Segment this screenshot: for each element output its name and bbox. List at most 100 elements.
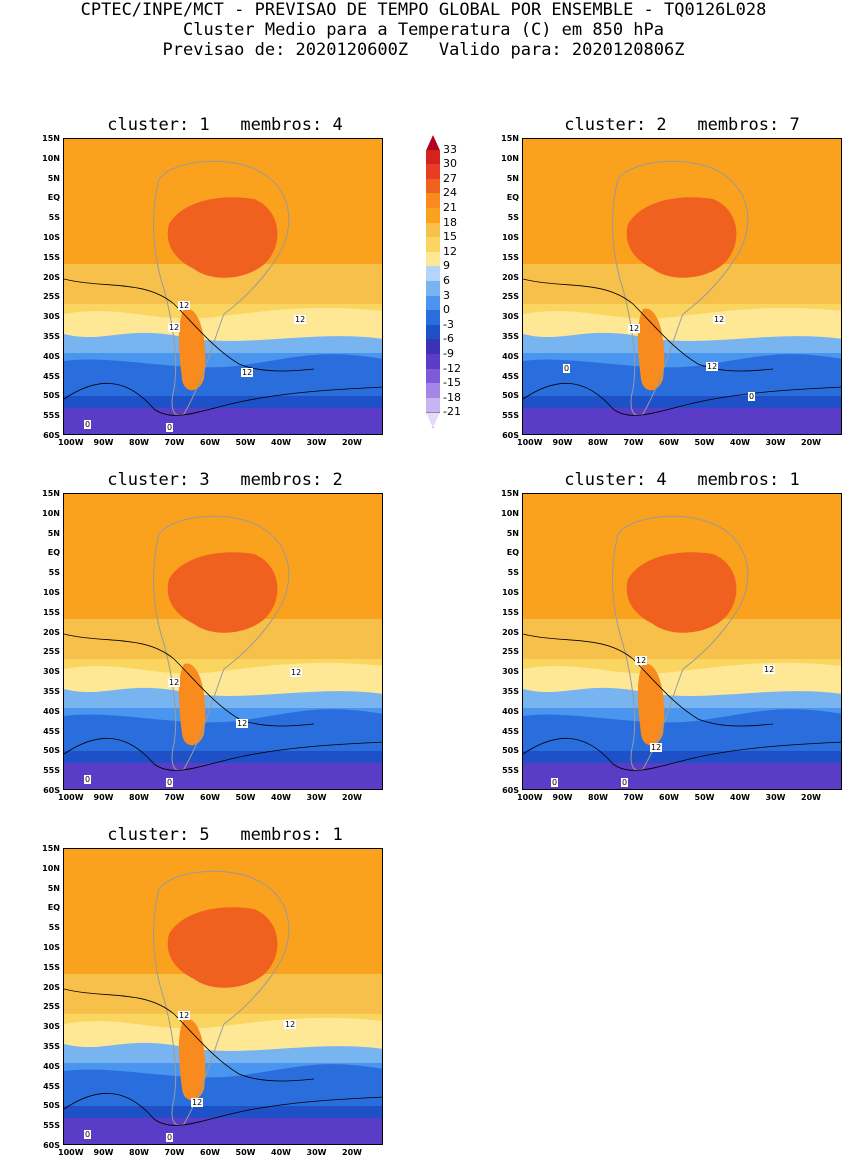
contour-label: 12 xyxy=(241,368,254,377)
colorbar-label: -6 xyxy=(443,332,454,346)
lat-label: 15S xyxy=(502,252,519,262)
panel-title-1: cluster: 1 membros: 4 xyxy=(107,115,343,135)
colorbar-label: 3 xyxy=(443,288,450,302)
lat-label: 35S xyxy=(502,332,519,341)
lat-label: 40S xyxy=(502,706,519,716)
lon-label: 50W xyxy=(235,1148,256,1157)
lat-label: 50S xyxy=(43,746,60,756)
contour-line-0 xyxy=(64,382,382,416)
lat-label: 10S xyxy=(502,233,519,242)
lat-label: 20S xyxy=(43,627,60,637)
contour-label: 0 xyxy=(166,423,174,432)
temperature-field-4 xyxy=(523,494,841,789)
temp-band xyxy=(523,307,841,341)
lat-label: 25S xyxy=(502,647,519,657)
colorbar-swatch xyxy=(426,149,440,166)
panel-title-3: cluster: 3 membros: 2 xyxy=(107,470,343,490)
lat-label: 15N xyxy=(501,489,519,498)
warm-tongue xyxy=(178,1018,206,1101)
lon-label: 70W xyxy=(623,438,644,447)
warm-core xyxy=(167,552,278,633)
colorbar-swatch xyxy=(426,178,440,195)
colorbar-label: 21 xyxy=(443,201,457,214)
lat-label: 5S xyxy=(507,568,519,578)
lat-label: 40S xyxy=(43,351,60,361)
colorbar-swatch xyxy=(426,354,440,370)
panel-title-4: cluster: 4 membros: 1 xyxy=(564,470,800,490)
lon-label: 100W xyxy=(58,438,84,447)
contour-label: 0 xyxy=(84,775,92,784)
lat-label: 15N xyxy=(42,844,60,853)
contour-label: 12 xyxy=(628,324,641,333)
contour-label: 12 xyxy=(706,362,719,371)
colorbar-label: 6 xyxy=(443,274,450,287)
lat-label: 45S xyxy=(502,726,519,736)
lon-label: 20W xyxy=(342,438,362,447)
lat-label: 45S xyxy=(43,371,60,381)
lat-label: 15N xyxy=(42,489,60,498)
lat-label: 25S xyxy=(502,292,519,302)
contour-line-12 xyxy=(64,278,315,372)
lat-label: 55S xyxy=(43,411,60,421)
colorbar-label: 24 xyxy=(443,186,457,200)
contour-line-12 xyxy=(64,633,315,727)
warm-tongue xyxy=(178,308,206,391)
colorbar-label: 27 xyxy=(443,171,457,185)
lon-label: 80W xyxy=(588,793,608,802)
coastline xyxy=(153,160,290,416)
lat-label: 35S xyxy=(43,332,60,341)
colorbar-label: -18 xyxy=(443,390,461,404)
temp-band xyxy=(523,709,841,743)
map-panel-2: 12 12 12 0 0 xyxy=(522,138,842,435)
temp-band xyxy=(64,709,382,743)
lat-label: 55S xyxy=(502,766,519,776)
colorbar-swatch xyxy=(426,164,440,180)
temp-band xyxy=(523,396,841,408)
lat-label: 25S xyxy=(43,292,60,302)
header-line-3: Previsao de: 2020120600Z Valido para: 20… xyxy=(162,40,685,60)
contour-label: 12 xyxy=(635,656,648,665)
colorbar-swatch xyxy=(426,412,440,428)
contour-line-0 xyxy=(64,737,382,771)
colorbar-swatch xyxy=(426,193,440,209)
lon-label: 70W xyxy=(164,793,185,802)
lon-label: 60W xyxy=(659,438,679,447)
colorbar-label: 15 xyxy=(443,230,457,244)
contour-label: 12 xyxy=(168,678,181,687)
lat-label: 10S xyxy=(502,588,519,597)
lat-label: 10N xyxy=(42,508,60,518)
contour-label: 12 xyxy=(191,1098,204,1107)
lon-label: 60W xyxy=(200,1148,220,1157)
lon-label: 90W xyxy=(552,438,573,447)
lon-label: 90W xyxy=(552,793,573,802)
lon-label: 40W xyxy=(271,1148,291,1157)
contour-line-12 xyxy=(523,278,774,372)
panel-title-5: cluster: 5 membros: 1 xyxy=(107,825,343,845)
map-panel-1: 12 12 12 12 0 0 xyxy=(63,138,383,435)
lon-label: 70W xyxy=(164,1148,185,1157)
contour-line-0 xyxy=(64,1092,382,1126)
coastline xyxy=(612,160,749,416)
colorbar-swatch xyxy=(426,222,440,239)
colorbar-swatch xyxy=(426,281,440,297)
lon-label: 40W xyxy=(730,793,750,802)
contour-label: 12 xyxy=(290,668,303,677)
colorbar-label: 9 xyxy=(443,259,450,273)
contour-label: 12 xyxy=(236,719,249,728)
lon-label: 70W xyxy=(623,793,644,802)
lat-label: 20S xyxy=(43,272,60,282)
temp-band xyxy=(64,396,382,408)
warm-core xyxy=(626,197,737,278)
lat-label: EQ xyxy=(506,193,519,203)
contour-label: 0 xyxy=(551,778,559,787)
temp-band xyxy=(64,1106,382,1118)
lon-label: 30W xyxy=(306,1148,327,1157)
contour-label: 0 xyxy=(166,1133,174,1142)
colorbar-swatch xyxy=(426,135,440,151)
colorbar-swatch xyxy=(426,339,440,355)
lon-label: 80W xyxy=(129,438,149,447)
colorbar-swatch xyxy=(426,251,440,268)
temp-band xyxy=(64,354,382,388)
temperature-field-1 xyxy=(64,139,382,434)
colorbar-swatch xyxy=(426,383,440,399)
